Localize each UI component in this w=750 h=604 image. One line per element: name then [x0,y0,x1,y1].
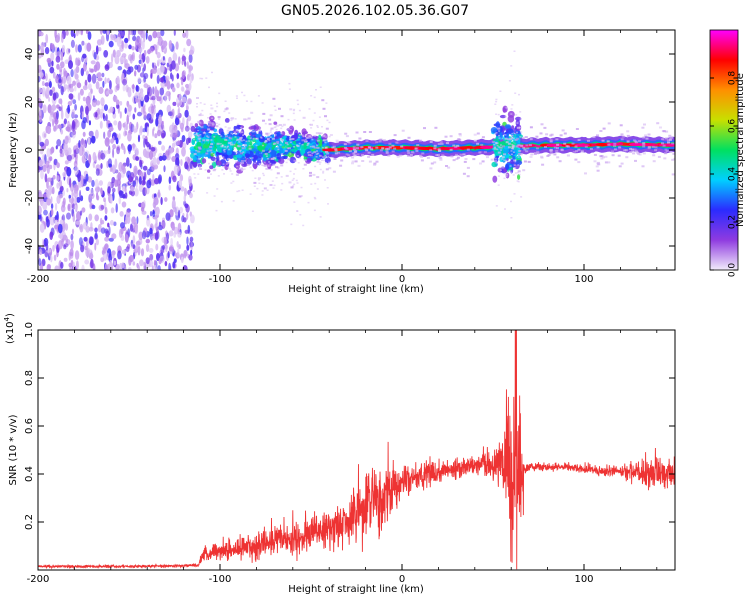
spectrogram-x-axis-label: Height of straight line (km) [288,284,424,295]
colorbar-tick-label: 0.4 [728,167,738,182]
snr-y-multiplier: (x104) [3,313,16,344]
y-tick-label: 0.4 [24,466,35,482]
y-tick-label: -40 [24,238,35,254]
colorbar-gradient [709,29,739,271]
snr-y-multiplier-exp: 4 [3,316,11,321]
y-tick-label: 40 [24,48,35,61]
snr-series [38,330,675,570]
snr-frame [37,329,676,571]
figure-title: GN05.2026.102.05.36.G07 [281,3,469,19]
y-tick-label: 0.8 [24,370,35,386]
colorbar-label: Normalized spectral amplitude [735,73,746,227]
snr-axis-ticks: -200 -100 0 100 0.2 0.4 0.6 0.8 1.0 [24,322,675,585]
heatmap-region [490,50,523,219]
spectrogram-y-axis-label: Frequency (Hz) [8,112,19,188]
x-tick-label: -100 [209,274,232,285]
x-tick-label: 0 [399,574,405,585]
snr-y-multiplier-base: (x10 [5,321,16,344]
x-tick-label: 0 [399,274,405,285]
snr-y-axis-label: SNR (10 * v/v) [8,414,19,485]
colorbar-tick-label: 0.8 [728,71,738,86]
y-tick-label: 0.2 [24,514,35,530]
y-tick-label: -20 [24,190,35,206]
spectrogram-heatmap [38,30,675,270]
colorbar-tick-label: 0.6 [728,119,738,134]
x-tick-label: -200 [27,574,50,585]
snr-x-axis-label: Height of straight line (km) [288,584,424,595]
x-tick-label: 100 [574,274,593,285]
snr-panel: -200 -100 0 100 0.2 0.4 0.6 0.8 1.0 Height of st… [3,313,676,595]
heatmap-halo [193,97,675,198]
y-tick-label: 0.6 [24,418,35,434]
colorbar-tick-label: 0.0 [728,263,738,278]
colorbar-tick-label: 0.2 [728,215,738,229]
heatmap-region [322,138,514,159]
y-tick-label: 20 [24,96,35,109]
colorbar: 0.0 0.2 0.4 0.6 0.8 Normalized spectral ampl… [709,29,746,278]
x-tick-label: -100 [209,574,232,585]
heatmap-region [38,30,195,270]
snr-line [38,330,675,570]
x-tick-label: 100 [574,574,593,585]
y-tick-label: 1.0 [24,322,35,338]
colorbar-ticks: 0.0 0.2 0.4 0.6 0.8 [710,71,738,278]
y-tick-label: 0 [24,147,35,153]
x-tick-label: -200 [27,274,50,285]
snr-y-multiplier-close: ) [5,313,16,317]
